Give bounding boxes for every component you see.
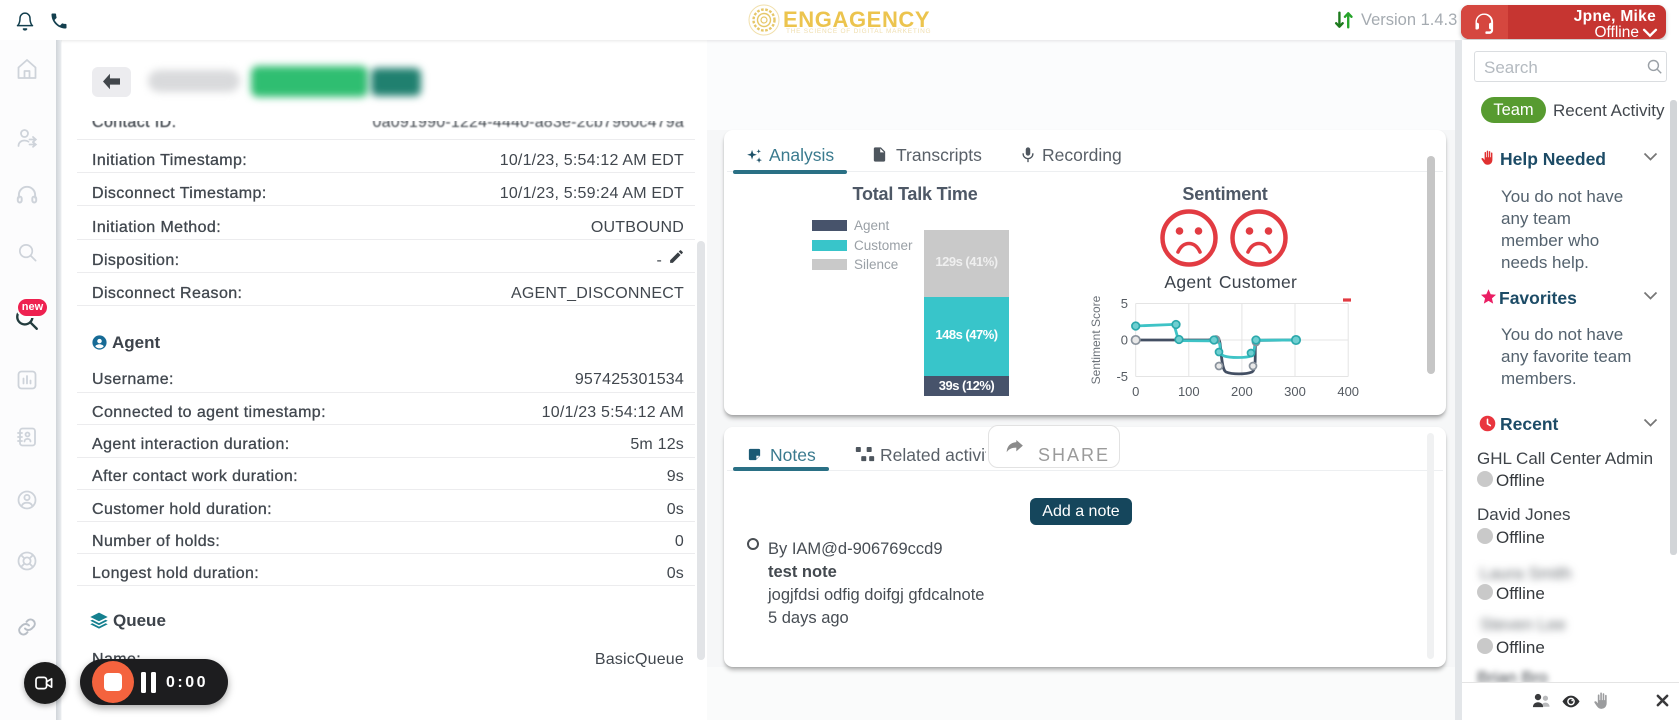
svg-text:300: 300 bbox=[1284, 384, 1306, 399]
svg-text:200: 200 bbox=[1231, 384, 1253, 399]
svg-text:-5: -5 bbox=[1116, 369, 1128, 384]
svg-text:5: 5 bbox=[1121, 296, 1128, 311]
svg-text:0: 0 bbox=[1121, 333, 1128, 348]
svg-text:0: 0 bbox=[1132, 384, 1139, 399]
svg-text:400: 400 bbox=[1337, 384, 1359, 399]
svg-text:100: 100 bbox=[1178, 384, 1200, 399]
svg-text:Sentiment Score: Sentiment Score bbox=[1090, 295, 1103, 384]
